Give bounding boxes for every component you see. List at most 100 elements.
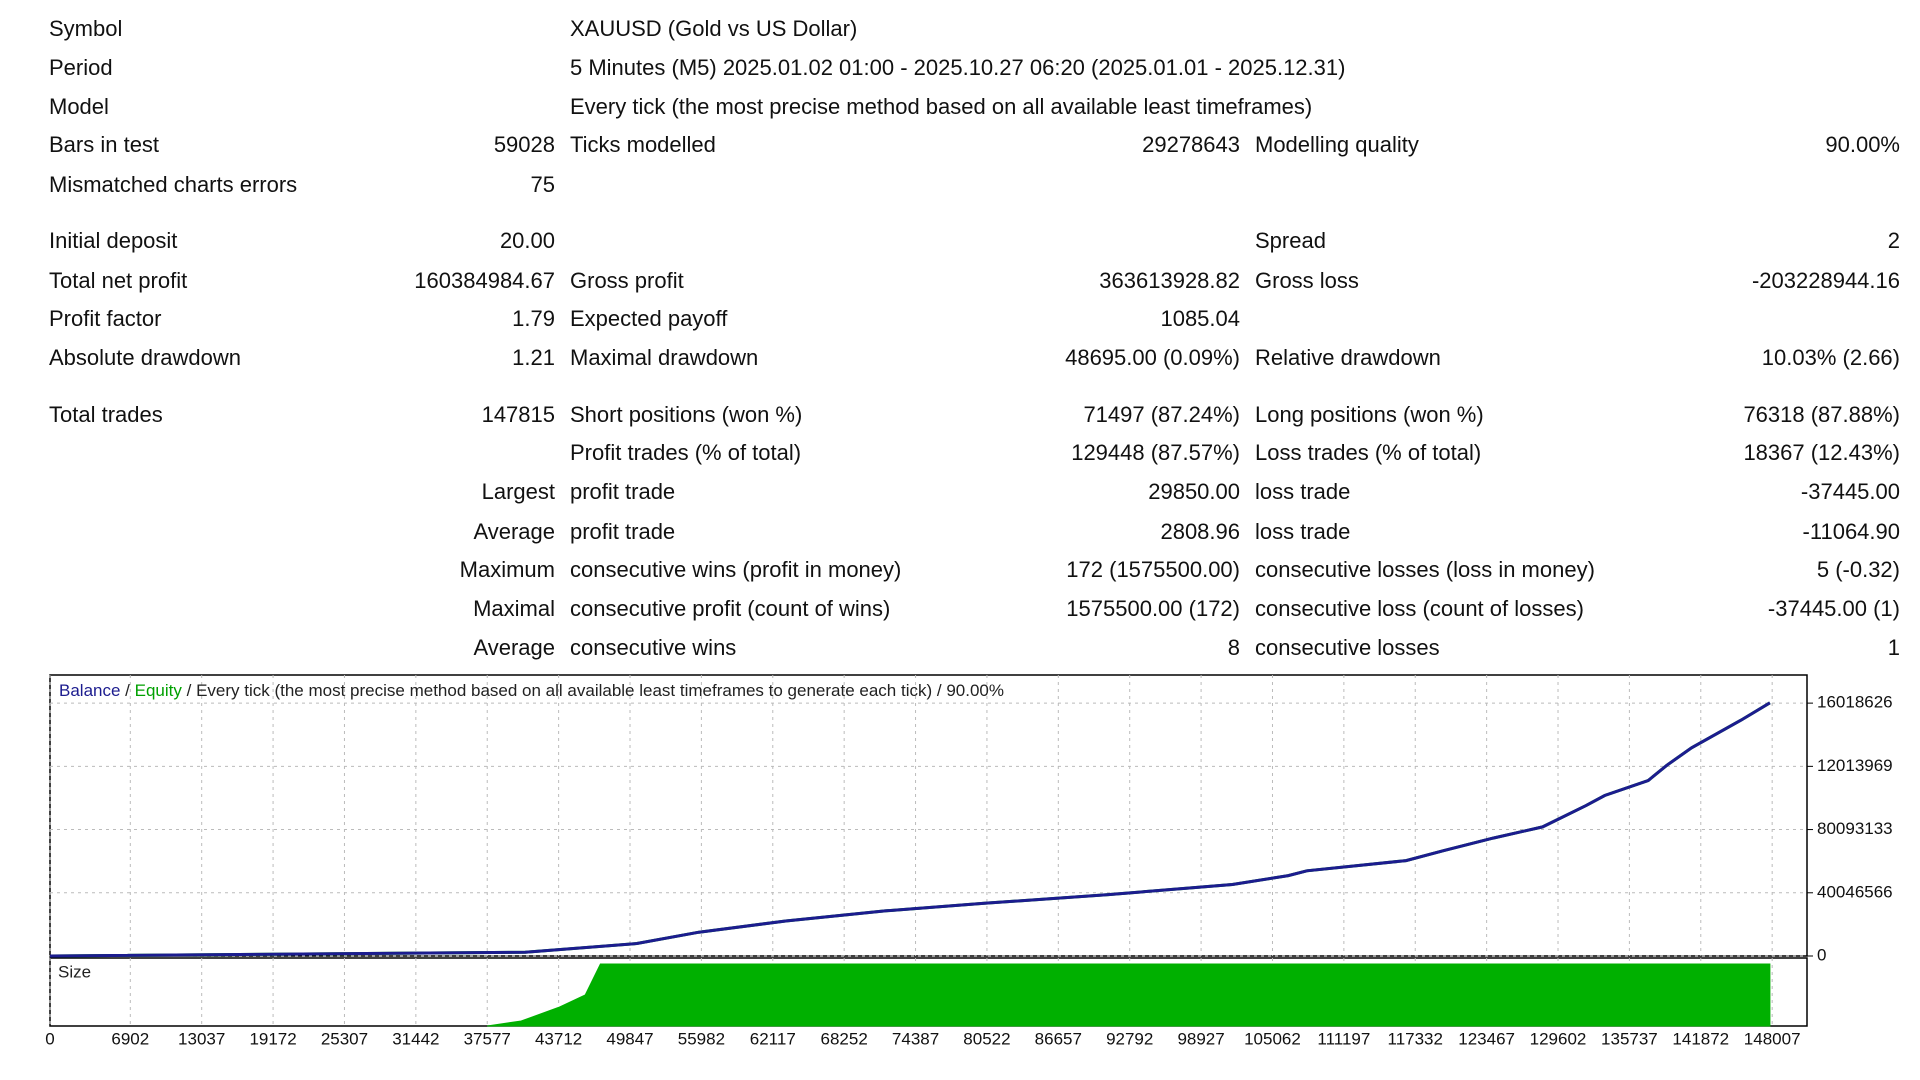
report-label: consecutive losses bbox=[1255, 635, 1440, 660]
x-tick-label: 80522 bbox=[963, 1029, 1010, 1048]
report-table: Symbol XAUUSD (Gold vs US Dollar) Period 5 … bbox=[49, 16, 1900, 660]
x-tick-label: 6902 bbox=[111, 1029, 149, 1048]
report-label: consecutive wins (profit in money) bbox=[570, 557, 901, 582]
x-tick-label: 31442 bbox=[392, 1029, 439, 1048]
report-value: 48695.00 (0.09%) bbox=[1065, 345, 1240, 370]
report-label: Relative drawdown bbox=[1255, 345, 1441, 370]
legend-separator: / bbox=[125, 681, 130, 700]
x-tick-label: 49847 bbox=[606, 1029, 653, 1048]
report-label: Gross loss bbox=[1255, 268, 1359, 293]
report-value: 75 bbox=[531, 172, 555, 197]
report-label: Long positions (won %) bbox=[1255, 402, 1484, 427]
report-value: 129448 (87.57%) bbox=[1071, 440, 1240, 465]
report-value: Maximal bbox=[473, 596, 555, 621]
size-title: Size bbox=[58, 962, 91, 981]
report-label: Modelling quality bbox=[1255, 132, 1419, 157]
report-label: Model bbox=[49, 94, 109, 119]
report-value: 29850.00 bbox=[1148, 479, 1240, 504]
report-value: 1 bbox=[1888, 635, 1900, 660]
report-value: 10.03% (2.66) bbox=[1762, 345, 1900, 370]
report-label: Mismatched charts errors bbox=[49, 172, 297, 197]
report-value: -11064.90 bbox=[1803, 519, 1900, 544]
report-label: Bars in test bbox=[49, 132, 159, 157]
report-value: Largest bbox=[482, 479, 555, 504]
report-value: 29278643 bbox=[1142, 132, 1240, 157]
chart-legend: Balance / Equity / Every tick (the most … bbox=[59, 681, 1004, 700]
report-label: Total net profit bbox=[49, 268, 187, 293]
report-value: 147815 bbox=[482, 402, 555, 427]
report-label: Short positions (won %) bbox=[570, 402, 802, 427]
report-label: consecutive wins bbox=[570, 635, 736, 660]
report-value: -203228944.16 bbox=[1752, 268, 1900, 293]
report-value: -37445.00 bbox=[1801, 479, 1900, 504]
report-value: 59028 bbox=[494, 132, 555, 157]
report-label: profit trade bbox=[570, 479, 675, 504]
report-value: 2808.96 bbox=[1160, 519, 1240, 544]
report-value: 8 bbox=[1228, 635, 1240, 660]
report-label: loss trade bbox=[1255, 519, 1350, 544]
report-label: profit trade bbox=[570, 519, 675, 544]
report-label: Symbol bbox=[49, 16, 122, 41]
report-label: loss trade bbox=[1255, 479, 1350, 504]
report-label: XAUUSD (Gold vs US Dollar) bbox=[570, 16, 857, 41]
report-value: Average bbox=[473, 519, 555, 544]
y-tick-label: 80093133 bbox=[1817, 819, 1893, 838]
x-tick-label: 129602 bbox=[1530, 1029, 1587, 1048]
report-label: Ticks modelled bbox=[570, 132, 716, 157]
report-value: 1.21 bbox=[512, 345, 555, 370]
report-value: Average bbox=[473, 635, 555, 660]
report-value: 172 (1575500.00) bbox=[1066, 557, 1240, 582]
report-value: 363613928.82 bbox=[1099, 268, 1240, 293]
y-tick-label: 16018626 bbox=[1817, 693, 1893, 712]
report-label: consecutive losses (loss in money) bbox=[1255, 557, 1595, 582]
report-value: 76318 (87.88%) bbox=[1743, 402, 1900, 427]
plot-frame bbox=[49, 674, 1808, 957]
x-tick-label: 117332 bbox=[1388, 1029, 1443, 1048]
report-value: 160384984.67 bbox=[414, 268, 555, 293]
x-tick-label: 25307 bbox=[321, 1029, 368, 1048]
y-tick-label: 12013969 bbox=[1817, 756, 1893, 775]
report-label: Every tick (the most precise method base… bbox=[570, 94, 1312, 119]
legend-equity: Equity bbox=[135, 681, 183, 700]
report-value: -37445.00 (1) bbox=[1768, 596, 1900, 621]
report-label: Expected payoff bbox=[570, 306, 728, 331]
x-tick-label: 0 bbox=[45, 1029, 54, 1048]
x-tick-label: 105062 bbox=[1244, 1029, 1301, 1048]
x-tick-label: 13037 bbox=[178, 1029, 225, 1048]
report-value: 1085.04 bbox=[1160, 306, 1240, 331]
x-tick-label: 55982 bbox=[678, 1029, 725, 1048]
report-label: consecutive loss (count of losses) bbox=[1255, 596, 1584, 621]
report-label: Loss trades (% of total) bbox=[1255, 440, 1481, 465]
report-value: 90.00% bbox=[1825, 132, 1900, 157]
x-tick-label: 123467 bbox=[1458, 1029, 1515, 1048]
x-tick-label: 148007 bbox=[1744, 1029, 1801, 1048]
x-tick-label: 43712 bbox=[535, 1029, 582, 1048]
chart-title: / Every tick (the most precise method ba… bbox=[187, 681, 1004, 700]
series-line bbox=[49, 701, 1771, 958]
x-tick-label: 98927 bbox=[1177, 1029, 1224, 1048]
report-label: Spread bbox=[1255, 228, 1326, 253]
x-tick-label: 37577 bbox=[464, 1029, 511, 1048]
x-tick-label: 92792 bbox=[1106, 1029, 1153, 1048]
x-tick-label: 62117 bbox=[750, 1029, 796, 1048]
x-tick-label: 68252 bbox=[821, 1029, 868, 1048]
report-label: 5 Minutes (M5) 2025.01.02 01:00 - 2025.1… bbox=[570, 55, 1345, 80]
report-label: Absolute drawdown bbox=[49, 345, 241, 370]
report-label: Total trades bbox=[49, 402, 163, 427]
legend-balance: Balance bbox=[59, 681, 120, 700]
report-label: Gross profit bbox=[570, 268, 684, 293]
x-tick-label: 135737 bbox=[1601, 1029, 1658, 1048]
report-value: 20.00 bbox=[500, 228, 555, 253]
report-value: 5 (-0.32) bbox=[1817, 557, 1900, 582]
x-tick-label: 86657 bbox=[1035, 1029, 1082, 1048]
report-value: 1575500.00 (172) bbox=[1066, 596, 1240, 621]
report-label: Profit factor bbox=[49, 306, 161, 331]
report-label: Initial deposit bbox=[49, 228, 177, 253]
report-value: 71497 (87.24%) bbox=[1083, 402, 1240, 427]
size-area bbox=[487, 963, 1771, 1027]
y-tick-label: 40046566 bbox=[1817, 882, 1893, 901]
x-tick-label: 19172 bbox=[249, 1029, 296, 1048]
report-value: 18367 (12.43%) bbox=[1743, 440, 1900, 465]
